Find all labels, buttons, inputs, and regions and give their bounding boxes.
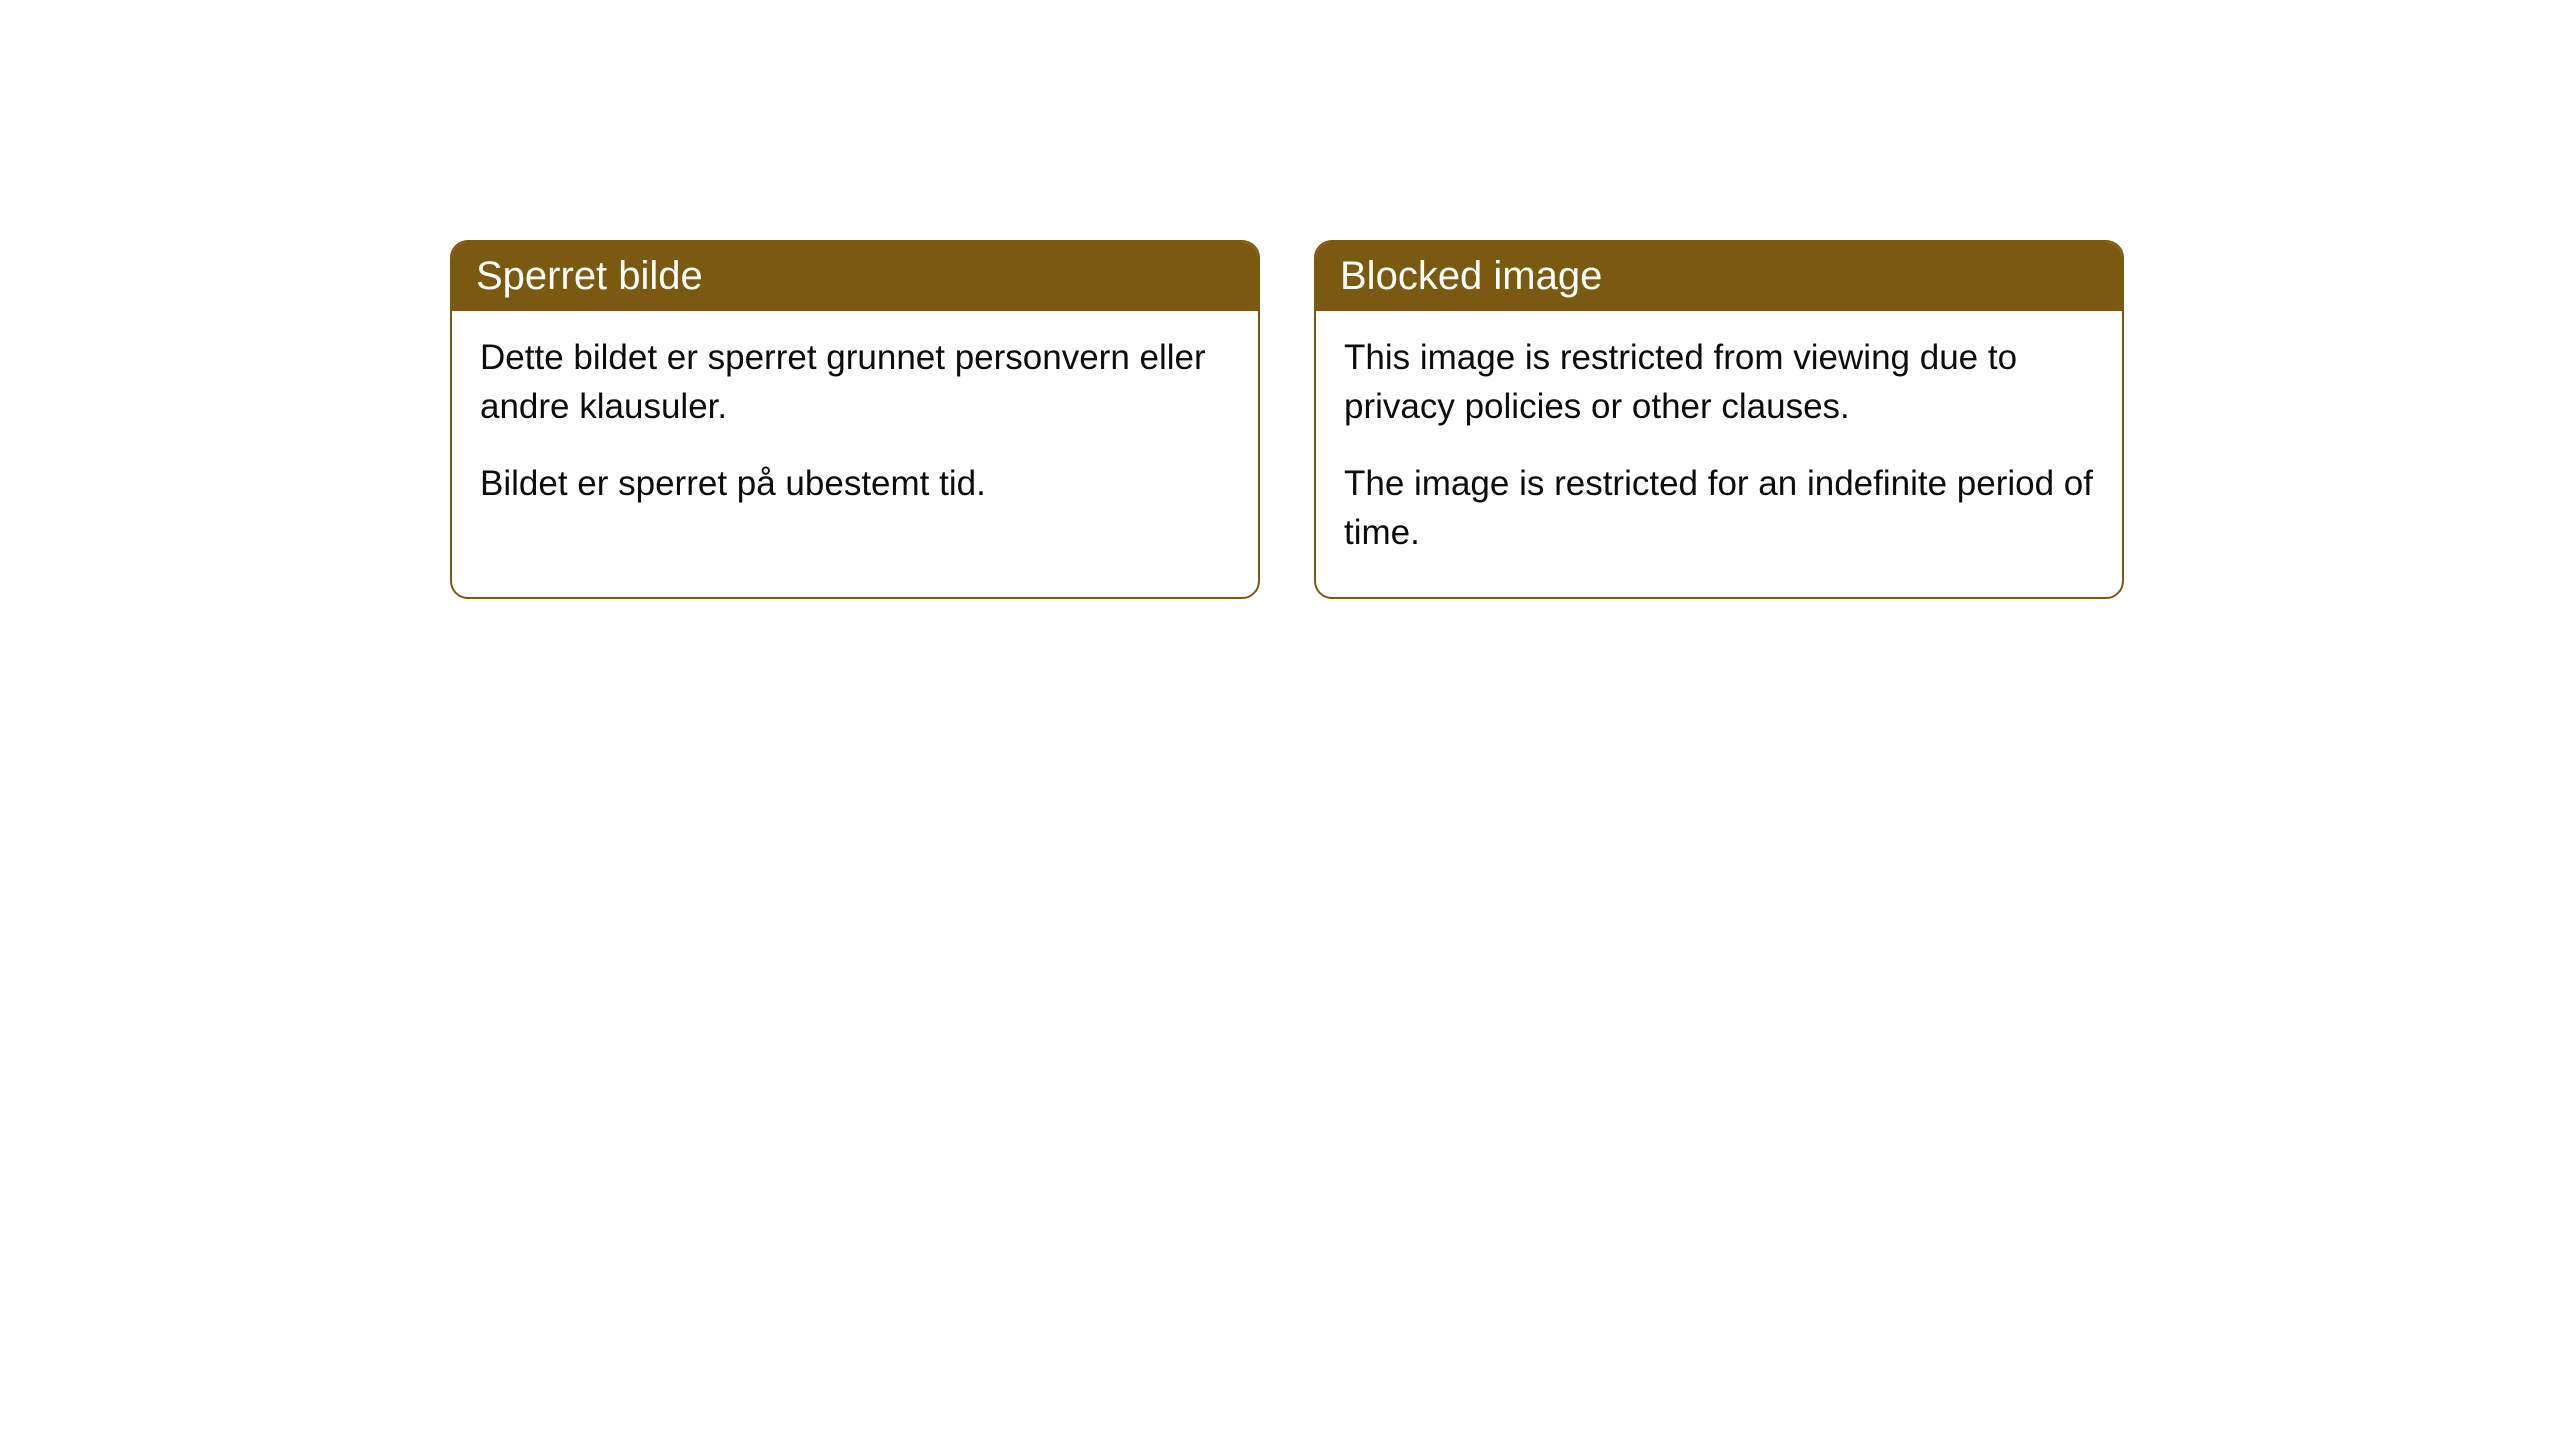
blocked-image-card-norwegian: Sperret bilde Dette bildet er sperret gr… xyxy=(450,240,1260,599)
card-body-norwegian: Dette bildet er sperret grunnet personve… xyxy=(452,311,1258,548)
card-body-english: This image is restricted from viewing du… xyxy=(1316,311,2122,597)
card-title-english: Blocked image xyxy=(1340,254,1602,298)
blocked-image-card-english: Blocked image This image is restricted f… xyxy=(1314,240,2124,599)
card-header-norwegian: Sperret bilde xyxy=(452,242,1258,311)
card-header-english: Blocked image xyxy=(1316,242,2122,311)
card-paragraph-2-norwegian: Bildet er sperret på ubestemt tid. xyxy=(480,459,1230,508)
card-paragraph-2-english: The image is restricted for an indefinit… xyxy=(1344,459,2094,557)
notice-cards-container: Sperret bilde Dette bildet er sperret gr… xyxy=(450,240,2560,599)
card-paragraph-1-norwegian: Dette bildet er sperret grunnet personve… xyxy=(480,333,1230,431)
card-title-norwegian: Sperret bilde xyxy=(476,254,703,298)
card-paragraph-1-english: This image is restricted from viewing du… xyxy=(1344,333,2094,431)
